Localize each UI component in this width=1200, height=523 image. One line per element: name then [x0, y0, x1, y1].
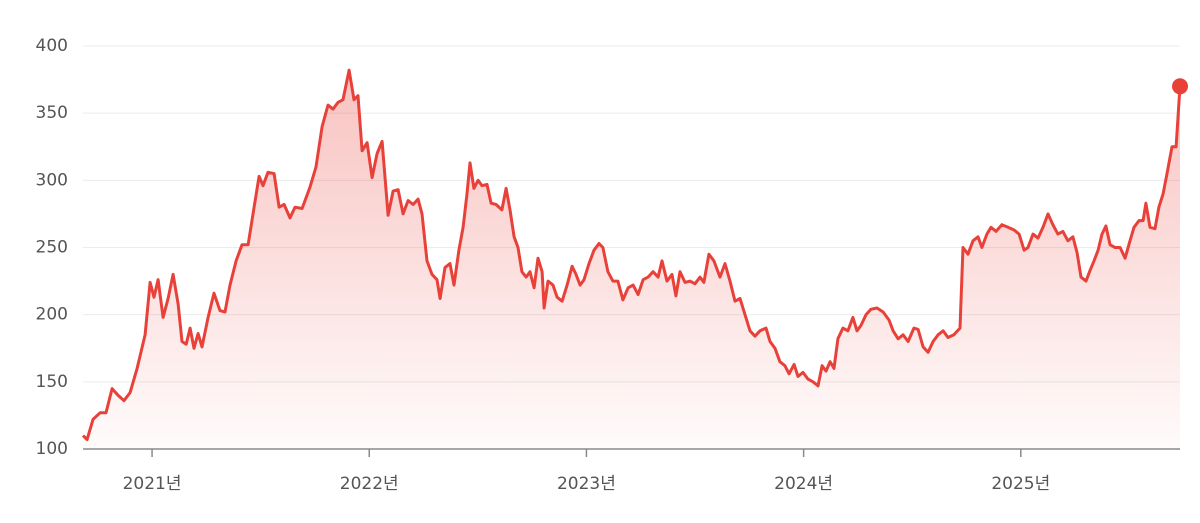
x-tick-label: 2024년	[774, 474, 833, 494]
x-tick-label: 2021년	[123, 474, 182, 494]
last-point	[1172, 78, 1188, 95]
x-tick-label: 2022년	[340, 474, 399, 494]
x-tick-label: 2023년	[557, 474, 616, 494]
y-tick-label: 400	[36, 36, 68, 56]
x-tick-label: 2025년	[991, 474, 1050, 494]
y-tick-label: 200	[36, 305, 68, 325]
area	[83, 70, 1180, 449]
line	[81, 68, 1182, 442]
y-tick-label: 100	[36, 439, 68, 459]
y-tick-label: 150	[36, 372, 68, 392]
y-tick-label: 250	[36, 238, 68, 258]
y-tick-label: 300	[36, 170, 68, 190]
y-tick-label: 350	[36, 103, 68, 123]
